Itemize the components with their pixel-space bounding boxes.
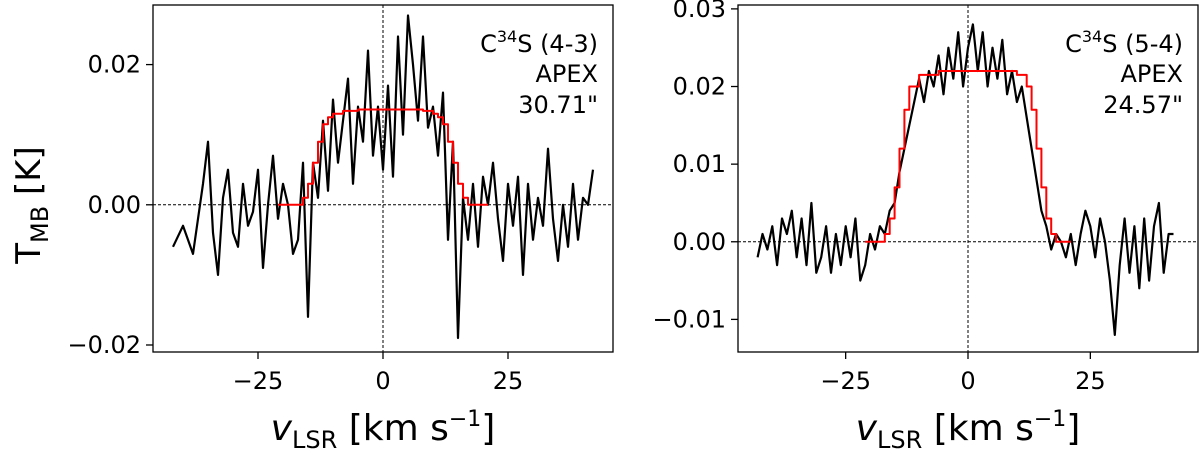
- left-x-tick-label: −25: [233, 367, 284, 395]
- right-model-fit-line: [865, 70, 1071, 243]
- left-x-tick-label: 0: [375, 367, 390, 395]
- right-y-tick-label: 0.01: [673, 150, 726, 178]
- right-spectrum-line: [756, 23, 1174, 336]
- left-spectrum-line: [172, 14, 595, 340]
- left-y-tick-label: 0.02: [88, 51, 141, 79]
- right-annotation: C34S (5-4) APEX 24.57": [1065, 27, 1183, 119]
- left-telescope-label: APEX: [536, 60, 599, 88]
- left-species-label: C34S (4-3): [480, 27, 598, 58]
- left-model-fit-line: [278, 108, 488, 206]
- right-y-tick-label: 0.02: [673, 73, 726, 101]
- right-y-tick-label: 0.03: [673, 0, 726, 23]
- right-x-tick-label: 25: [1075, 367, 1106, 395]
- right-plot-area: −25 0 25 −0.01 0.00 0.01 0.02 0.03: [652, 0, 1199, 395]
- right-telescope-label: APEX: [1121, 60, 1184, 88]
- left-x-axis-label: vLSR [km s−1]: [271, 407, 496, 450]
- right-x-tick-label: 0: [960, 367, 975, 395]
- left-annotation: C34S (4-3) APEX 30.71": [480, 27, 598, 119]
- left-beam-label: 30.71": [518, 91, 598, 119]
- left-plot-area: −25 0 25 −0.02 0.00 0.02: [67, 4, 614, 395]
- right-y-tick-label: −0.01: [652, 305, 726, 333]
- left-y-tick-label: −0.02: [67, 331, 141, 359]
- left-y-tick-label: 0.00: [88, 191, 141, 219]
- chart-panel-left: −25 0 25 −0.02 0.00 0.02 vLSR [km s−1] C34S (…: [67, 4, 614, 450]
- right-beam-label: 24.57": [1103, 91, 1183, 119]
- y-axis-label: TMB [K]: [9, 146, 54, 265]
- right-x-tick-label: −25: [820, 367, 871, 395]
- right-species-label: C34S (5-4): [1065, 27, 1183, 58]
- right-y-tick-label: 0.00: [673, 228, 726, 256]
- left-x-tick-label: 25: [493, 367, 524, 395]
- chart-panel-right: −25 0 25 −0.01 0.00 0.01 0.02 0.03 vLSR [km s−1…: [652, 0, 1199, 450]
- right-x-axis-label: vLSR [km s−1]: [856, 407, 1081, 450]
